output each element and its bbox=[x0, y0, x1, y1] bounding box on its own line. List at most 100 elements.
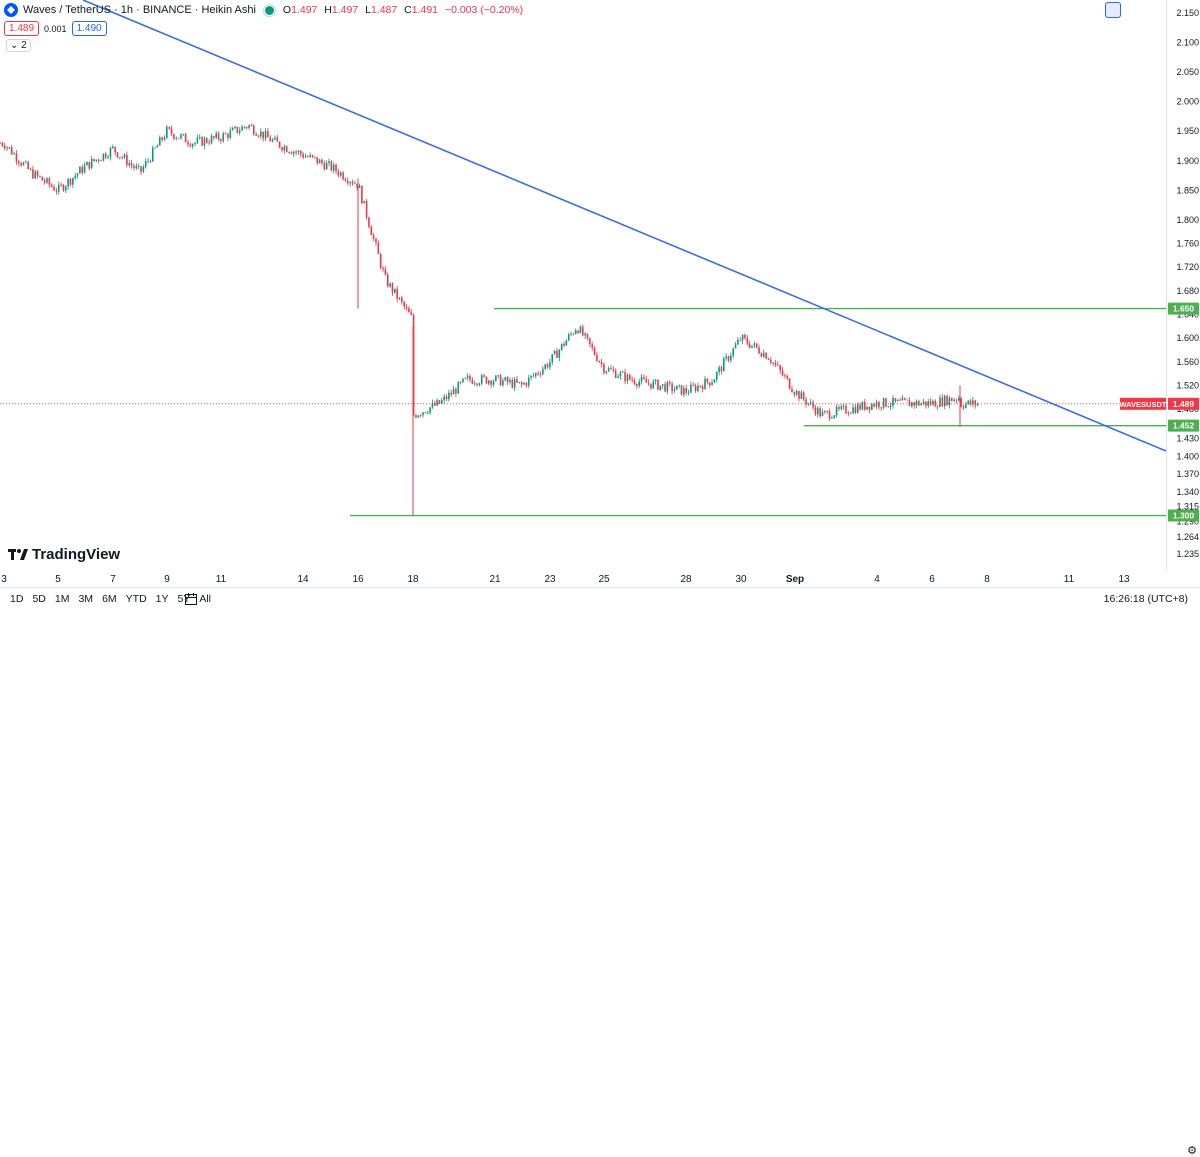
chart-settings-icon[interactable] bbox=[1105, 2, 1121, 18]
candle-body bbox=[429, 407, 431, 413]
range-1y-button[interactable]: 1Y bbox=[155, 593, 169, 605]
time-tick-label: 14 bbox=[297, 574, 309, 585]
candle-body bbox=[817, 408, 819, 415]
candle-body bbox=[408, 308, 410, 313]
chart-pane[interactable]: WAVESUSDT Waves / TetherUS · 1h · BINANC… bbox=[0, 0, 1166, 570]
candle-body bbox=[760, 353, 763, 357]
candle-body bbox=[189, 144, 192, 147]
candle-body bbox=[147, 160, 149, 162]
candle-body bbox=[405, 306, 408, 309]
candle-body bbox=[605, 371, 608, 373]
candle-body bbox=[90, 158, 93, 169]
candle-body bbox=[69, 178, 72, 185]
candle-body bbox=[913, 402, 915, 406]
time-axis[interactable]: 3 5 7 9 11 14 16 18 21 23 25 28 30 Sep 4 6 8 11 13 ⚙ bbox=[0, 570, 1200, 1157]
candle-body bbox=[48, 178, 51, 185]
candle-body bbox=[304, 156, 307, 158]
candle-body bbox=[478, 383, 481, 385]
candle-body bbox=[128, 163, 131, 166]
candle-body bbox=[563, 343, 565, 346]
candle-body bbox=[856, 404, 859, 414]
symbol-title[interactable]: Waves / TetherUS · 1h · BINANCE · Heikin… bbox=[23, 4, 256, 16]
candle-body bbox=[196, 138, 199, 143]
range-3m-button[interactable]: 3M bbox=[78, 593, 94, 605]
candle-body bbox=[292, 151, 295, 154]
candle-body bbox=[504, 377, 507, 381]
candle-body bbox=[549, 362, 551, 368]
candle-body bbox=[370, 226, 373, 236]
candle-body bbox=[412, 314, 415, 416]
range-6m-button[interactable]: 6M bbox=[102, 593, 117, 605]
open-value: 1.497 bbox=[291, 4, 318, 16]
spread-value: 0.001 bbox=[44, 23, 67, 34]
price-axis-scale: 2.150 2.100 2.050 2.000 1.950 1.900 1.850 1.800… bbox=[1168, 8, 1199, 559]
candle-body bbox=[643, 377, 645, 380]
candle-body bbox=[788, 378, 791, 389]
candle-body bbox=[969, 400, 972, 405]
candle-body bbox=[824, 411, 826, 413]
candle-body bbox=[786, 375, 789, 379]
clock-readout[interactable]: 16:26:18 (UTC+8) bbox=[1103, 593, 1188, 605]
trendline[interactable] bbox=[82, 0, 1166, 452]
candle-body bbox=[941, 397, 944, 407]
candle-body bbox=[950, 397, 953, 401]
bottom-toolbar: 1D 5D 1M 3M 6M YTD 1Y 5Y All 16:26:18 (U… bbox=[0, 587, 1200, 612]
price-tick-label: 2.000 bbox=[1176, 97, 1199, 107]
candle-body bbox=[455, 389, 457, 394]
candle-body bbox=[558, 349, 561, 358]
price-axis[interactable]: 2.150 2.100 2.050 2.000 1.950 1.900 1.850 1.800… bbox=[1166, 0, 1200, 570]
candle-body bbox=[123, 154, 126, 158]
candle-body bbox=[889, 405, 892, 407]
level-price-label: 1.300 bbox=[1173, 511, 1195, 521]
price-tick-label: 1.370 bbox=[1176, 469, 1199, 479]
candle-body bbox=[908, 400, 911, 407]
candle-body bbox=[668, 382, 671, 384]
candle-body bbox=[210, 136, 213, 144]
range-1d-button[interactable]: 1D bbox=[10, 593, 24, 605]
candle-body bbox=[368, 217, 370, 227]
candle-body bbox=[833, 415, 836, 418]
range-1m-button[interactable]: 1M bbox=[54, 593, 70, 605]
price-chart[interactable]: WAVESUSDT bbox=[0, 0, 1166, 570]
candle-body bbox=[321, 159, 323, 164]
candle-body bbox=[621, 371, 624, 373]
candle-body bbox=[861, 401, 864, 410]
candle-body bbox=[586, 333, 589, 339]
candle-body bbox=[706, 378, 709, 383]
time-tick-label: 13 bbox=[1118, 574, 1130, 585]
candle-body bbox=[544, 364, 546, 369]
candle-body bbox=[121, 157, 123, 158]
candle-body bbox=[363, 201, 366, 204]
candle-body bbox=[901, 398, 904, 401]
candle-body bbox=[229, 130, 232, 138]
candle-body bbox=[715, 372, 718, 380]
range-ytd-button[interactable]: YTD bbox=[125, 593, 147, 605]
gear-icon[interactable]: ⚙ bbox=[1187, 1145, 1197, 1157]
candle-body bbox=[678, 385, 680, 387]
candle-body bbox=[15, 153, 18, 162]
ohlc-values: O1.497 H1.497 L1.487 C1.491 −0.003 (−0.2… bbox=[282, 4, 524, 16]
candle-body bbox=[253, 125, 255, 135]
candle-body bbox=[932, 400, 934, 405]
candle-body bbox=[187, 142, 189, 145]
candle-body bbox=[151, 147, 154, 162]
candle-body bbox=[929, 401, 932, 405]
market-status-icon[interactable] bbox=[263, 4, 275, 16]
range-5y-button[interactable]: 5Y bbox=[177, 593, 191, 605]
buy-button[interactable]: 1.490 bbox=[71, 21, 107, 36]
price-tick-label: 1.720 bbox=[1176, 262, 1199, 272]
indicators-toggle-button[interactable]: ⌄ 2 bbox=[6, 39, 31, 52]
candle-body bbox=[629, 374, 631, 380]
calendar-icon[interactable] bbox=[184, 592, 198, 606]
sell-button[interactable]: 1.489 bbox=[4, 21, 40, 36]
range-5d-button[interactable]: 5D bbox=[32, 593, 46, 605]
candle-body bbox=[598, 361, 601, 363]
candle-body bbox=[906, 399, 908, 401]
range-all-button[interactable]: All bbox=[199, 593, 212, 605]
price-tick-label: 1.235 bbox=[1176, 549, 1199, 559]
candle-body bbox=[163, 137, 166, 140]
candle-body bbox=[433, 402, 436, 406]
candle-body bbox=[234, 126, 236, 129]
price-tick-label: 1.264 bbox=[1176, 532, 1199, 542]
candle-body bbox=[377, 242, 380, 254]
